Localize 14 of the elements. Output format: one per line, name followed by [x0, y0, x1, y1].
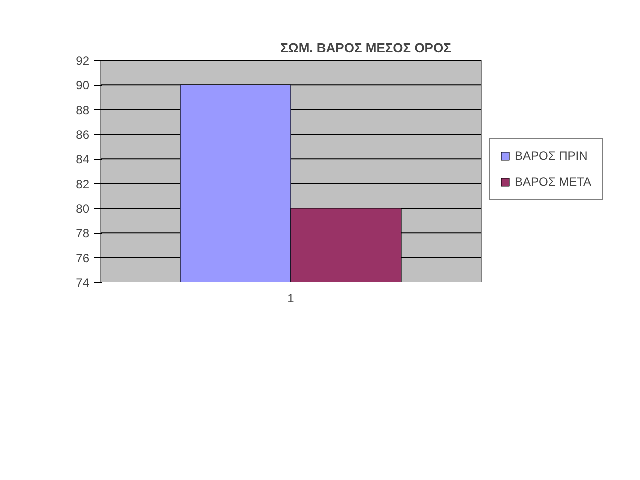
- legend-label: ΒΑΡΟΣ ΜΕΤΑ: [515, 175, 592, 189]
- y-tick-label: 88: [76, 103, 90, 118]
- y-tick-label: 90: [76, 78, 90, 93]
- y-tick-label: 80: [76, 202, 90, 216]
- legend-label: ΒΑΡΟΣ ΠΡΙΝ: [515, 149, 588, 163]
- y-tick-label: 74: [76, 276, 90, 290]
- y-tick-label: 84: [76, 152, 90, 167]
- x-tick-label: 1: [288, 292, 295, 306]
- y-tick-label: 78: [76, 226, 90, 241]
- y-tick-label: 86: [76, 128, 90, 142]
- y-tick-label: 76: [76, 251, 90, 266]
- y-tick-label: 92: [76, 54, 90, 68]
- y-tick-label: 82: [76, 177, 90, 192]
- chart-title: ΣΩΜ. ΒΑΡΟΣ ΜΕΣΟΣ ΟΡΟΣ: [280, 40, 452, 56]
